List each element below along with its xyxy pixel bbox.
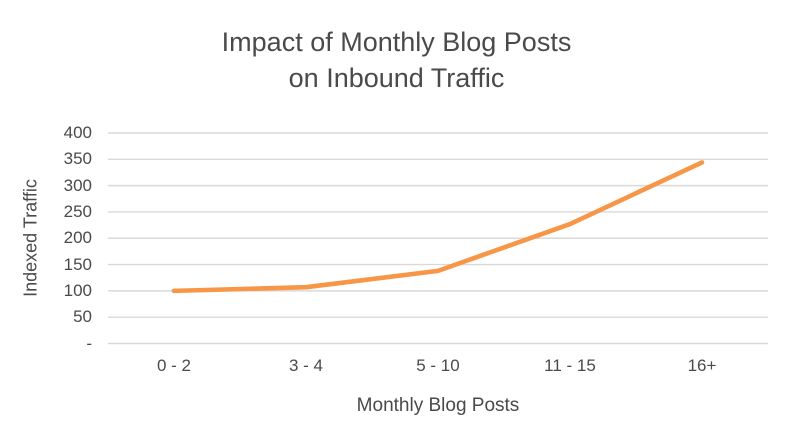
x-tick-label: 11 - 15 [544,356,596,375]
y-tick-label: 250 [63,201,92,221]
x-tick-label: 3 - 4 [288,356,324,375]
y-tick-label: - [86,333,92,353]
y-tick-label: 400 [63,123,92,142]
y-tick-label: 350 [63,149,92,169]
y-tick-label: 150 [63,254,92,274]
traffic-line-series [171,160,705,294]
x-tick-label: 0 - 2 [156,356,192,375]
chart-title-line-2: on Inbound Traffic [288,63,505,93]
x-axis-title: Monthly Blog Posts [356,395,520,416]
chart-title-line-1: Impact of Monthly Blog Posts [221,27,572,57]
y-tick-label: 50 [73,307,92,327]
x-tick-label: 5 - 10 [416,356,460,375]
y-tick-label: 300 [63,175,92,195]
y-tick-label: 100 [63,280,92,300]
x-tick-label: 16+ [687,356,717,375]
chart-title: Impact of Monthly Blog Posts on Inbound … [0,24,793,96]
y-tick-label: 200 [63,228,92,248]
